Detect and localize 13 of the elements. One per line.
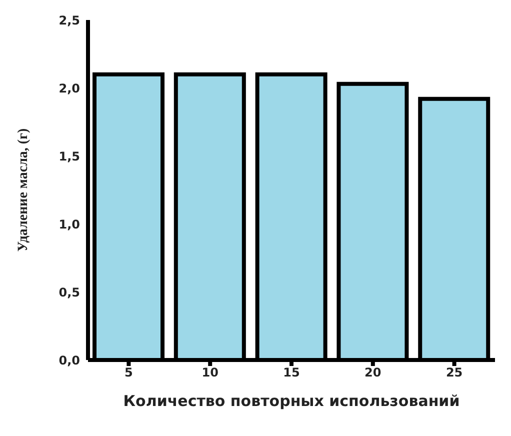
x-tick-label: 25: [446, 366, 463, 380]
x-tick-label: 15: [283, 366, 300, 380]
x-tick-label: 10: [202, 366, 218, 380]
y-tick-label: 1,0: [58, 217, 80, 232]
y-tick-label: 0,5: [58, 285, 80, 300]
y-tick-label: 1,5: [58, 149, 80, 164]
y-tick-label: 2,5: [58, 13, 80, 28]
y-tick-label: 2,0: [58, 81, 80, 96]
x-axis-title: Количество повторных использований: [123, 392, 460, 410]
x-tick-label: 5: [124, 366, 133, 380]
x-tick-label: 20: [364, 366, 382, 380]
y-tick-label: 0,0: [58, 353, 80, 368]
y-axis-title: Удаление масла, (г): [16, 128, 31, 252]
